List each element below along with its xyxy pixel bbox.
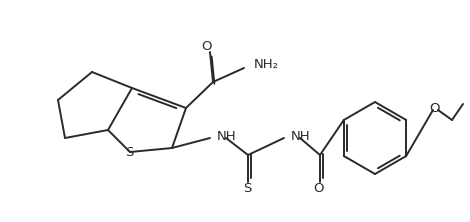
Text: NH: NH bbox=[291, 129, 311, 143]
Text: NH: NH bbox=[217, 129, 236, 143]
Text: NH₂: NH₂ bbox=[254, 59, 279, 71]
Text: O: O bbox=[202, 40, 212, 54]
Text: O: O bbox=[429, 103, 439, 115]
Text: S: S bbox=[243, 182, 251, 194]
Text: O: O bbox=[314, 182, 324, 194]
Text: S: S bbox=[125, 147, 133, 159]
